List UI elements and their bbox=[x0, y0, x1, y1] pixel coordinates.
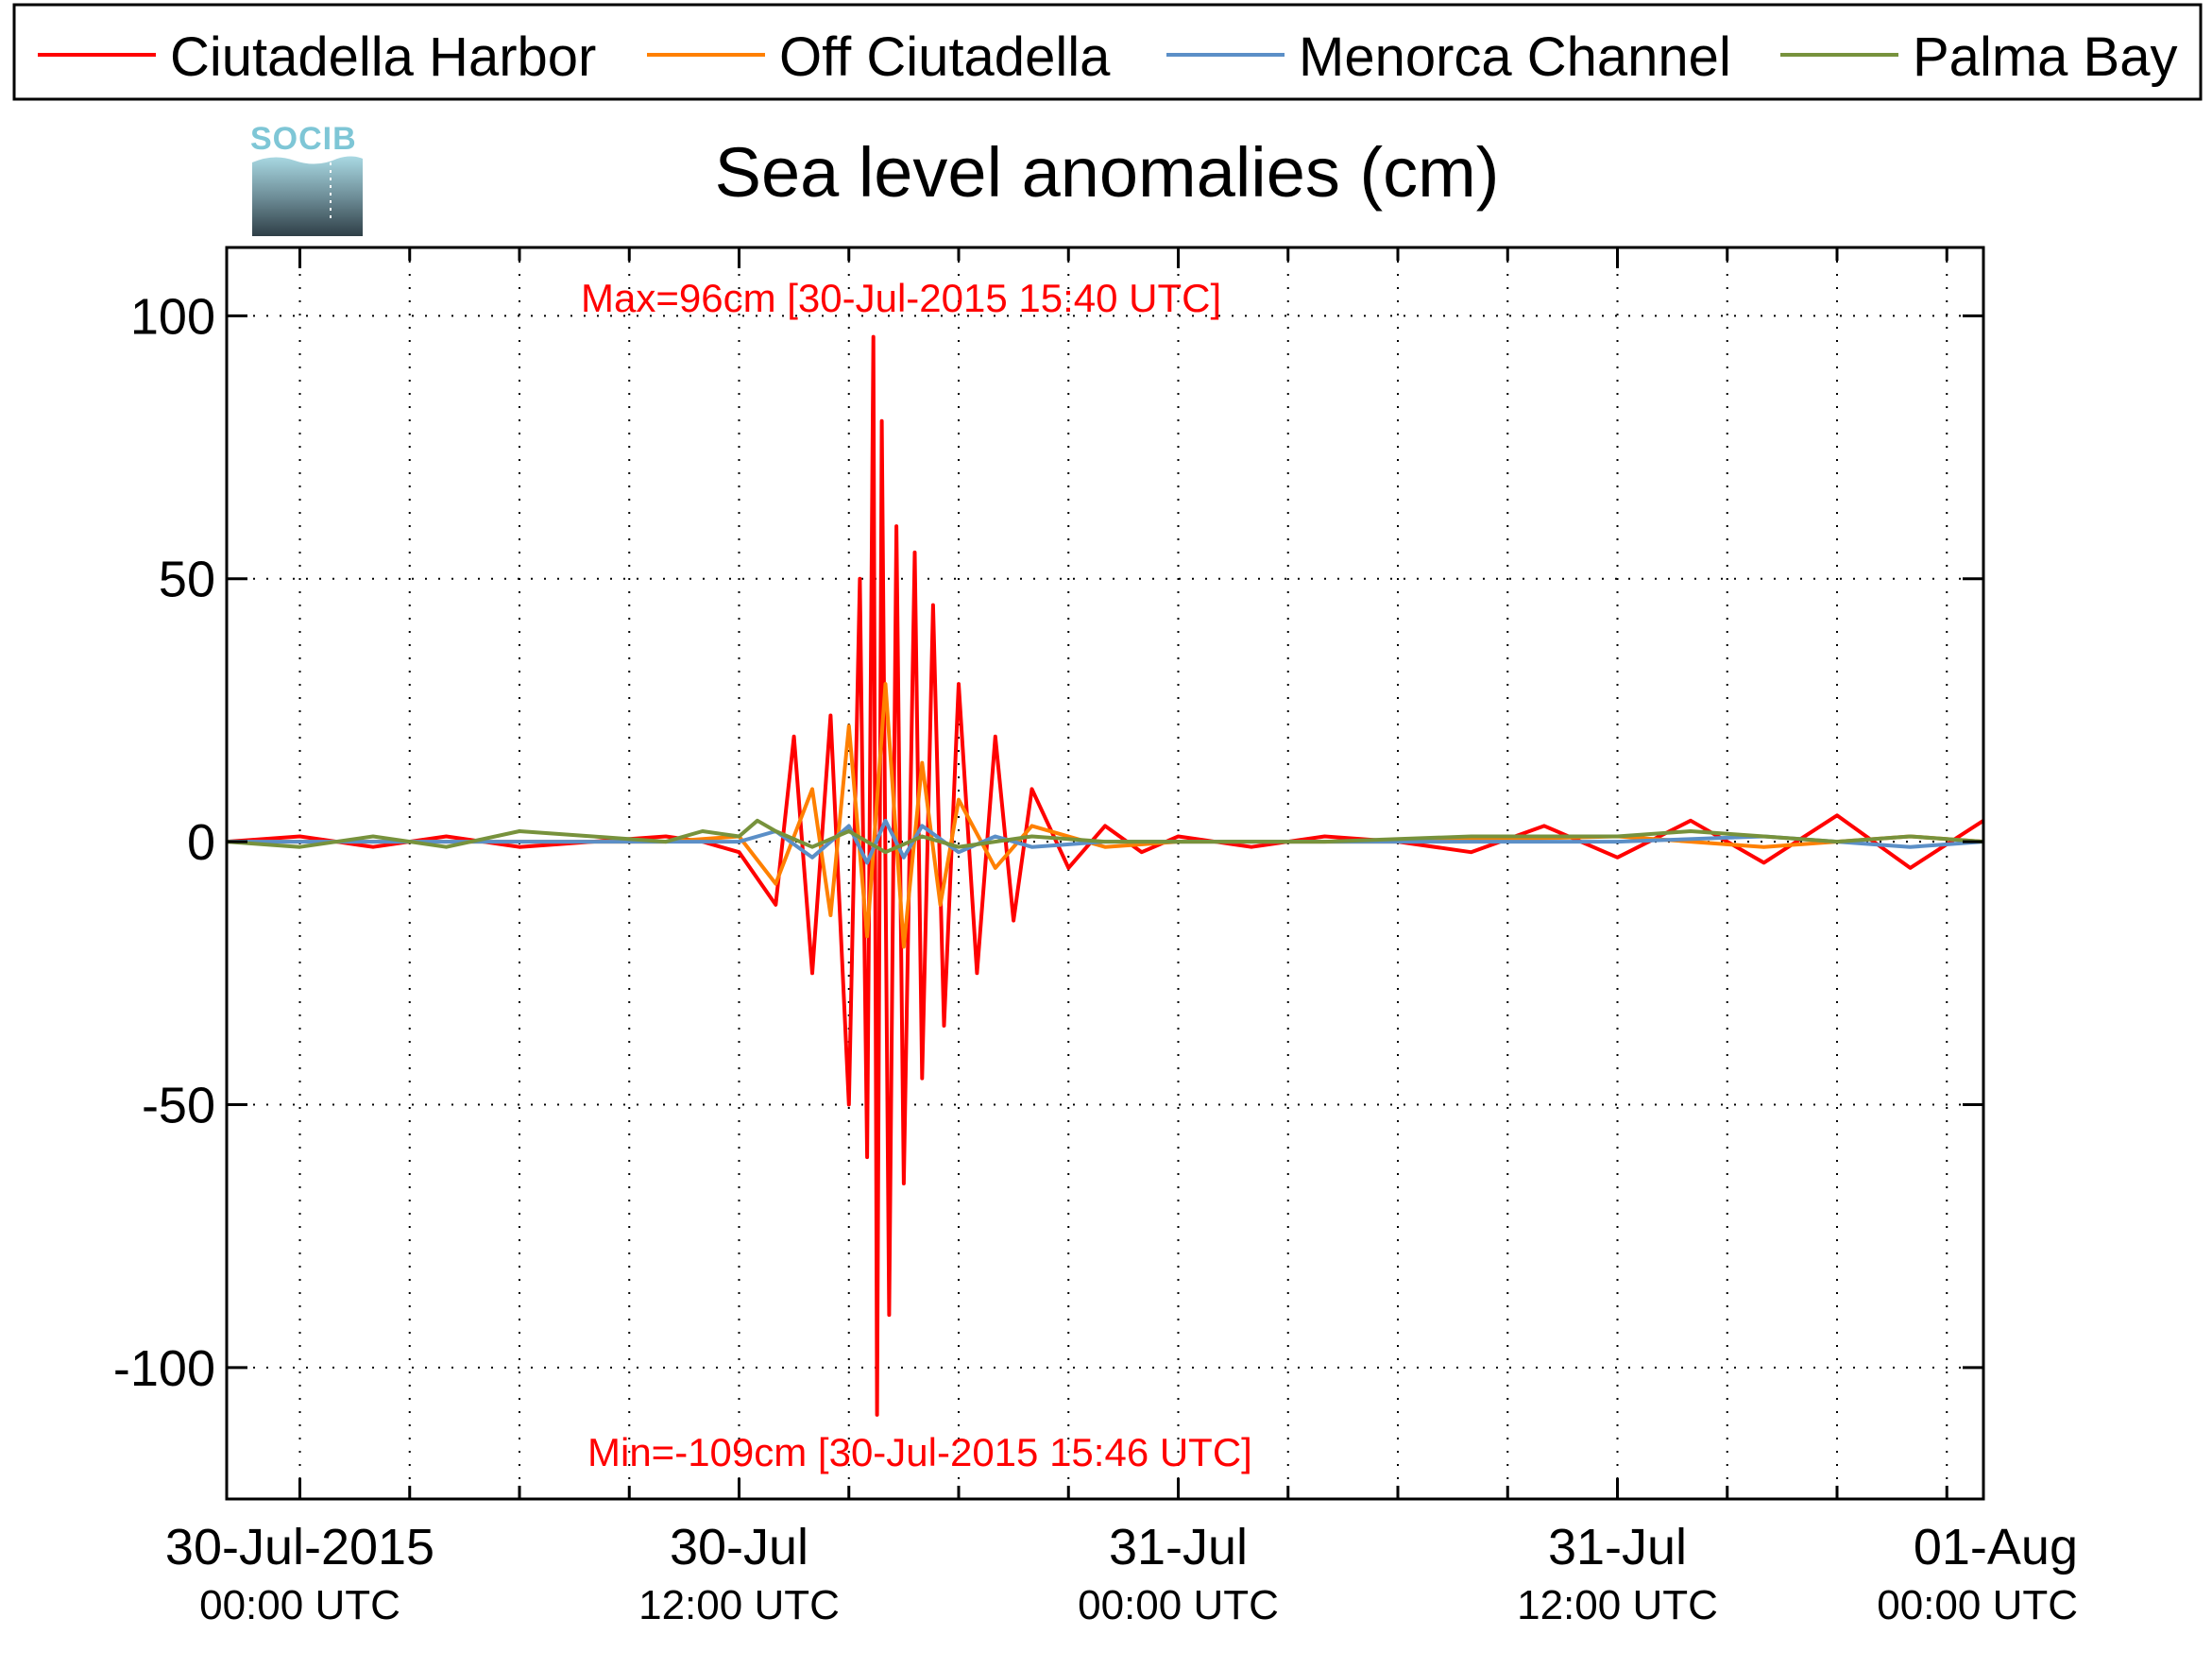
x-tick-label-date: 01-Aug bbox=[1914, 1519, 2078, 1575]
y-tick-label: 100 bbox=[130, 288, 215, 345]
x-tick-label-date: 30-Jul bbox=[670, 1519, 808, 1575]
series-line-palma-bay bbox=[226, 818, 1984, 855]
legend-label-ciutadella-harbor: Ciutadella Harbor bbox=[170, 26, 596, 88]
x-tick-label-date: 30-Jul-2015 bbox=[165, 1519, 434, 1575]
x-tick-label-time: 00:00 UTC bbox=[199, 1582, 400, 1628]
legend-label-off-ciutadella: Off Ciutadella bbox=[779, 26, 1111, 88]
chart-title: Sea level anomalies (cm) bbox=[715, 133, 1500, 212]
max-annotation: Max=96cm [30-Jul-2015 15:40 UTC] bbox=[581, 276, 1221, 320]
y-tick-label: -100 bbox=[113, 1340, 215, 1397]
legend-label-palma-bay: Palma Bay bbox=[1913, 26, 2177, 88]
x-tick-label-time: 12:00 UTC bbox=[1517, 1582, 1718, 1628]
min-annotation: Min=-109cm [30-Jul-2015 15:46 UTC] bbox=[587, 1430, 1252, 1474]
axis-labels: -100 -50 0 50 100 30-Jul-2015 00:00 UTC 30-Jul 1… bbox=[113, 288, 2078, 1628]
y-tick-label: 50 bbox=[159, 552, 215, 608]
series-line-off-ciutadella bbox=[227, 682, 1984, 949]
grid bbox=[227, 247, 1983, 1499]
x-tick-label-time: 00:00 UTC bbox=[1078, 1582, 1279, 1628]
x-tick-label-date: 31-Jul bbox=[1109, 1519, 1248, 1575]
legend-label-menorca-channel: Menorca Channel bbox=[1299, 26, 1731, 88]
series-group bbox=[226, 334, 1985, 1417]
logo-wave bbox=[252, 156, 363, 236]
x-tick-label-time: 12:00 UTC bbox=[638, 1582, 840, 1628]
legend: Ciutadella Harbor Off Ciutadella Menorca… bbox=[12, 3, 2203, 101]
x-tick-label-time: 00:00 UTC bbox=[1877, 1582, 2078, 1628]
legend-frame bbox=[12, 3, 2203, 101]
series-line-ciutadella-harbor bbox=[226, 334, 1985, 1417]
axis-ticks bbox=[227, 247, 1983, 1499]
plot-frame bbox=[225, 246, 1985, 1501]
y-tick-label: 0 bbox=[187, 814, 215, 871]
socib-logo: SOCIB bbox=[250, 121, 363, 236]
y-tick-label: -50 bbox=[142, 1077, 215, 1133]
logo-text: SOCIB bbox=[250, 121, 357, 157]
x-tick-label-date: 31-Jul bbox=[1548, 1519, 1687, 1575]
